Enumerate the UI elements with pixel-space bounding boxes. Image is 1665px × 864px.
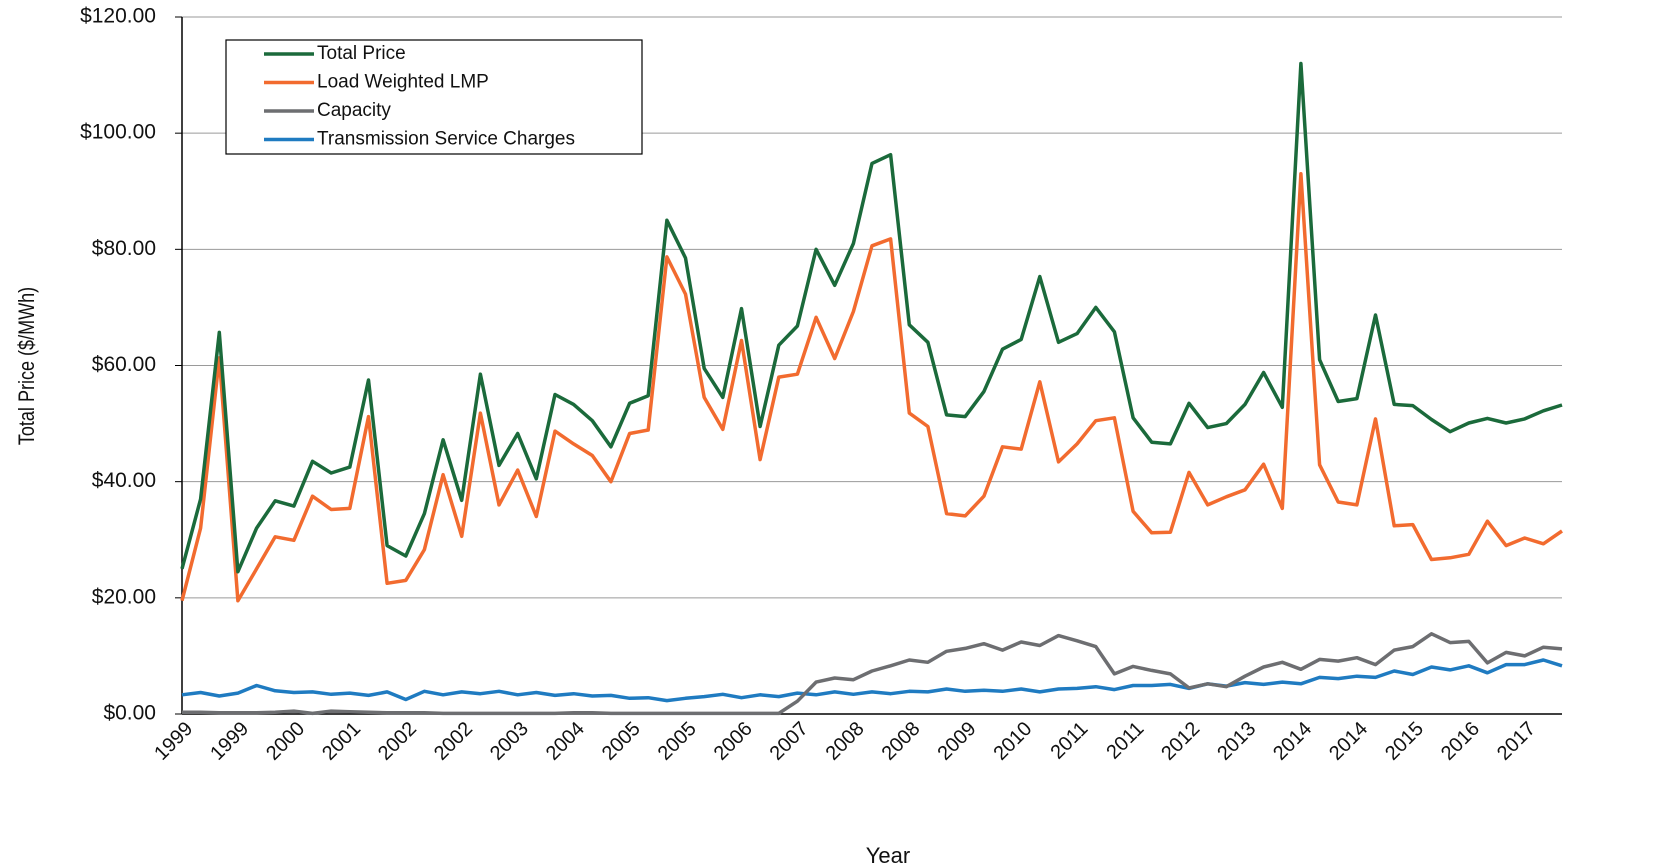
series-line [181, 658, 1563, 703]
x-tick-label: 2009 [933, 718, 980, 765]
x-tick-label: 2010 [989, 718, 1036, 765]
x-tick-label: 2015 [1381, 718, 1428, 765]
x-tick-label: 2012 [1157, 718, 1204, 765]
x-tick-label: 2005 [598, 718, 645, 765]
x-tick-label: 2016 [1437, 718, 1484, 765]
x-tick-label: 2006 [710, 718, 757, 765]
x-tick-label: 2003 [486, 718, 533, 765]
x-tick-label: 1999 [206, 718, 253, 765]
series-line [180, 61, 1563, 574]
x-tick-label: 2011 [1046, 718, 1092, 764]
x-tick-label: 2002 [374, 718, 421, 765]
x-tick-label: 2004 [542, 718, 589, 765]
x-tick-label: 2014 [1325, 718, 1372, 765]
x-tick-label: 2013 [1213, 718, 1260, 765]
series-line [180, 172, 1563, 603]
x-tick-label: 2011 [1102, 718, 1148, 764]
y-tick-label: $100.00 [80, 121, 156, 144]
x-tick-label: 2014 [1269, 718, 1316, 765]
x-tick-label: 2008 [878, 718, 925, 765]
y-tick-label: $0.00 [103, 702, 156, 725]
legend-label: Capacity [317, 100, 391, 121]
legend-label: Total Price [317, 43, 406, 64]
x-tick-label: 1999 [150, 718, 197, 765]
x-tick-label: 2017 [1493, 718, 1540, 765]
y-axis-label: Total Price ($/MWh) [15, 287, 39, 445]
y-tick-label: $80.00 [92, 237, 156, 260]
x-tick-label: 2005 [654, 718, 701, 765]
x-axis-label: Year [866, 843, 910, 864]
legend-label: Load Weighted LMP [317, 72, 489, 93]
x-tick-label: 2008 [822, 718, 869, 765]
y-tick-label: $60.00 [92, 353, 156, 376]
legend-box [225, 39, 643, 155]
legend-label: Transmission Service Charges [317, 129, 575, 150]
x-tick-label: 2000 [262, 718, 309, 765]
x-tick-label: 2001 [318, 718, 365, 765]
y-tick-label: $20.00 [92, 585, 156, 608]
series-line [182, 632, 1563, 716]
x-tick-label: 2007 [766, 718, 813, 765]
x-tick-label: 2002 [430, 718, 477, 765]
y-tick-label: $120.00 [80, 5, 156, 28]
y-tick-label: $40.00 [92, 469, 156, 492]
